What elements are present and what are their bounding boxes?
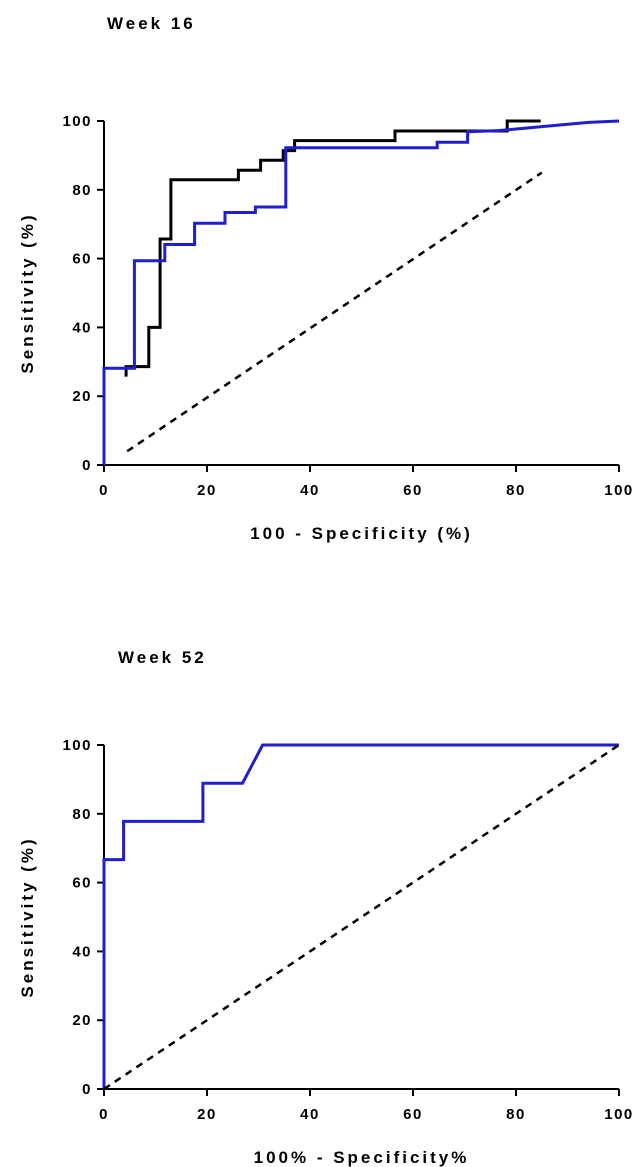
week52-y-tick-label: 40 — [72, 943, 92, 960]
week52-x-tick-label: 40 — [300, 1106, 320, 1123]
week16-y-tick-label: 100 — [62, 113, 92, 130]
week16-x-tick-label: 60 — [403, 482, 423, 499]
week16-x-tick-label: 100 — [604, 482, 634, 499]
week52-y-tick-label: 100 — [62, 737, 92, 754]
week16-x-tick-label: 20 — [197, 482, 217, 499]
week16-y-tick-label: 80 — [72, 182, 92, 199]
week16-series-2-reference-line — [126, 171, 543, 453]
week16-x-tick-label: 0 — [99, 482, 109, 499]
week52-series-1-reference-line — [103, 743, 620, 1091]
week16-y-tick-label: 20 — [72, 388, 92, 405]
week52-x-tick-label: 0 — [99, 1106, 109, 1123]
week16-title: Week 16 — [107, 14, 196, 33]
week16-series-1-roc-curve — [102, 119, 620, 465]
week52-x-axis-label: 100% - Specificity% — [254, 1148, 470, 1167]
week16-y-tick-label: 40 — [72, 319, 92, 336]
week52-y-tick-label: 20 — [72, 1012, 92, 1029]
week16-y-tick-label: 60 — [72, 251, 92, 268]
week16-x-axis-label: 100 - Specificity (%) — [250, 524, 473, 543]
week16-y-axis-label: Sensitivity (%) — [18, 212, 37, 373]
week52-y-tick-label: 80 — [72, 806, 92, 823]
week52-y-tick-label: 60 — [72, 875, 92, 892]
week16-chart: 0 20 40 60 80 100 0 20 40 60 80 100 100 - Specificit… — [18, 113, 634, 543]
week52-x-tick-label: 20 — [197, 1106, 217, 1123]
week16-x-tick-label: 40 — [300, 482, 320, 499]
week16-series-0-roc-curve — [124, 119, 541, 377]
week52-x-tick-label: 80 — [506, 1106, 526, 1123]
week52-x-tick-label: 100 — [604, 1106, 634, 1123]
week16-x-tick-label: 80 — [506, 482, 526, 499]
week16-y-tick-label: 0 — [82, 457, 92, 474]
week52-chart: 0 20 40 60 80 100 0 20 40 60 80 100 100% - Specifici… — [18, 737, 634, 1167]
week52-y-tick-label: 0 — [82, 1081, 92, 1098]
week52-x-tick-label: 60 — [403, 1106, 423, 1123]
week52-y-axis-label: Sensitivity (%) — [18, 836, 37, 997]
week52-series-0-roc-curve — [102, 743, 619, 1089]
week52-title: Week 52 — [118, 648, 207, 667]
